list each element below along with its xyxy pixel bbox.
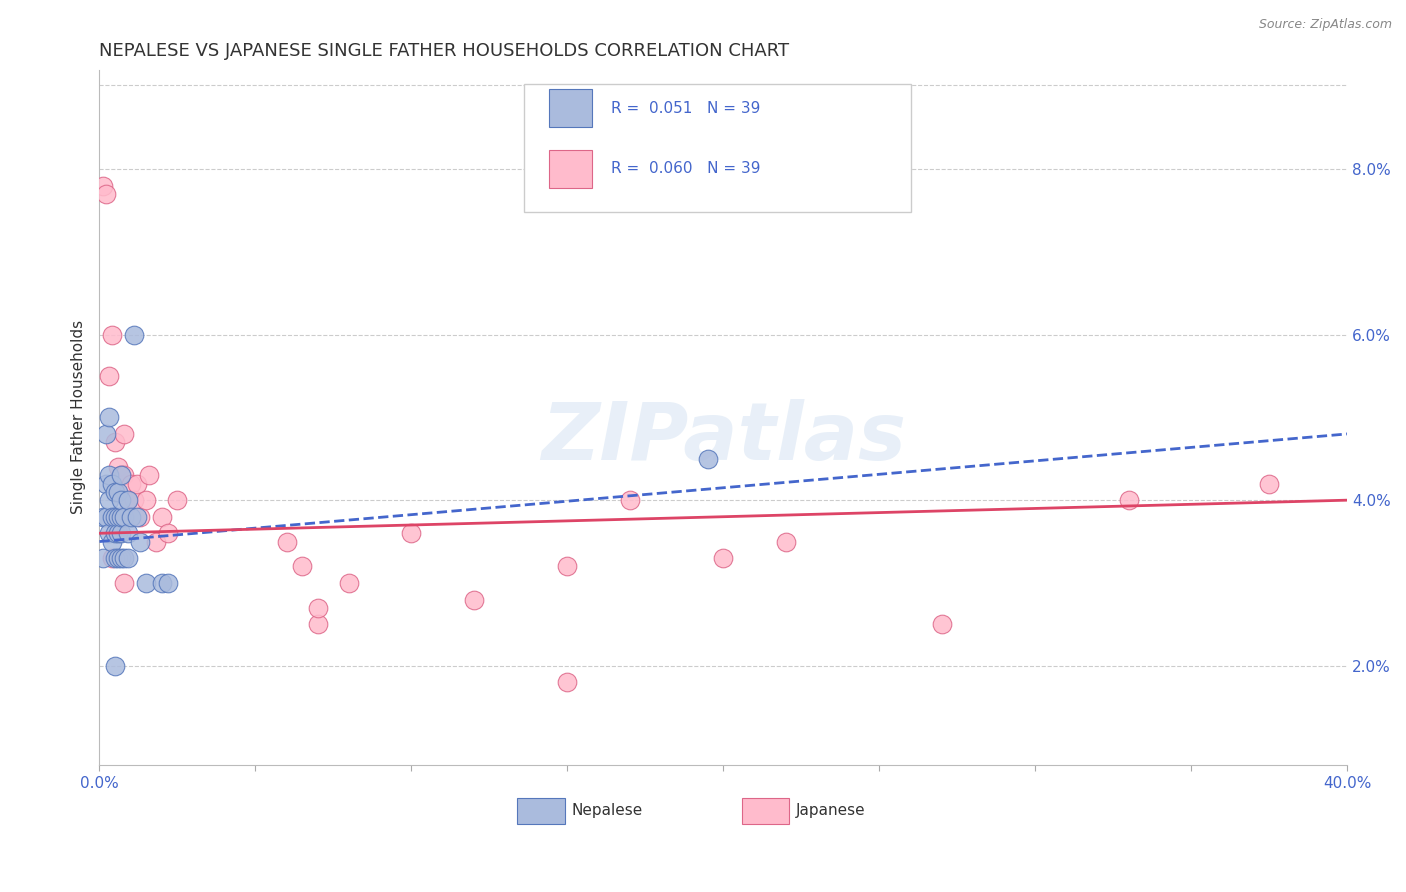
Point xyxy=(931,617,953,632)
Point xyxy=(101,327,124,342)
Point xyxy=(112,468,135,483)
Text: R =  0.051   N = 39: R = 0.051 N = 39 xyxy=(612,101,761,116)
Point xyxy=(101,509,124,524)
Point xyxy=(91,509,114,524)
Point xyxy=(94,509,117,524)
Point xyxy=(1258,476,1281,491)
Point xyxy=(112,551,135,566)
Point xyxy=(120,509,142,524)
Point xyxy=(401,526,423,541)
Point xyxy=(107,484,129,499)
Text: ZIPatlas: ZIPatlas xyxy=(541,400,905,477)
Point xyxy=(104,551,127,566)
Point xyxy=(145,534,167,549)
Text: Japanese: Japanese xyxy=(796,803,865,818)
Point xyxy=(337,576,360,591)
Point xyxy=(307,617,329,632)
Point xyxy=(150,509,173,524)
Point xyxy=(112,509,135,524)
FancyBboxPatch shape xyxy=(523,84,911,212)
Point xyxy=(557,675,579,690)
Point xyxy=(107,526,129,541)
Point xyxy=(307,600,329,615)
Point xyxy=(157,576,180,591)
Point xyxy=(125,476,148,491)
Point xyxy=(104,435,127,450)
Text: R =  0.060   N = 39: R = 0.060 N = 39 xyxy=(612,161,761,177)
Point xyxy=(110,509,132,524)
Point xyxy=(463,592,485,607)
Point xyxy=(120,476,142,491)
Point xyxy=(104,658,127,673)
Point xyxy=(107,551,129,566)
Point xyxy=(101,534,124,549)
Point xyxy=(711,551,734,566)
Point xyxy=(91,551,114,566)
Point xyxy=(619,493,641,508)
FancyBboxPatch shape xyxy=(548,150,592,188)
Y-axis label: Single Father Households: Single Father Households xyxy=(72,320,86,515)
Point xyxy=(129,534,152,549)
Point xyxy=(117,493,139,508)
Point xyxy=(276,534,298,549)
Point xyxy=(112,576,135,591)
Point xyxy=(97,493,120,508)
Point xyxy=(110,526,132,541)
Text: NEPALESE VS JAPANESE SINGLE FATHER HOUSEHOLDS CORRELATION CHART: NEPALESE VS JAPANESE SINGLE FATHER HOUSE… xyxy=(100,42,790,60)
Point xyxy=(138,468,160,483)
Point xyxy=(91,178,114,193)
Point xyxy=(97,410,120,425)
Point xyxy=(166,493,188,508)
Point xyxy=(107,509,129,524)
Text: Nepalese: Nepalese xyxy=(571,803,643,818)
Point xyxy=(101,476,124,491)
Point xyxy=(104,484,127,499)
Point xyxy=(125,509,148,524)
Point xyxy=(122,327,145,342)
Point xyxy=(291,559,314,574)
Point xyxy=(94,476,117,491)
Point xyxy=(117,526,139,541)
Point xyxy=(117,551,139,566)
Point xyxy=(1118,493,1140,508)
Point xyxy=(104,509,127,524)
Point xyxy=(104,526,127,541)
Point xyxy=(110,509,132,524)
Point xyxy=(157,526,180,541)
Point xyxy=(150,576,173,591)
FancyBboxPatch shape xyxy=(742,797,790,824)
Point xyxy=(101,551,124,566)
Point xyxy=(557,559,579,574)
Point xyxy=(110,468,132,483)
Point xyxy=(107,526,129,541)
FancyBboxPatch shape xyxy=(517,797,565,824)
Point xyxy=(775,534,797,549)
Point xyxy=(110,551,132,566)
Point xyxy=(135,576,157,591)
Text: Source: ZipAtlas.com: Source: ZipAtlas.com xyxy=(1258,18,1392,31)
Point xyxy=(110,468,132,483)
Point xyxy=(107,460,129,475)
Point xyxy=(129,509,152,524)
Point xyxy=(122,493,145,508)
FancyBboxPatch shape xyxy=(548,89,592,128)
Point xyxy=(112,426,135,441)
Point xyxy=(117,493,139,508)
Point xyxy=(97,368,120,383)
Point xyxy=(94,426,117,441)
Point xyxy=(97,468,120,483)
Point xyxy=(110,493,132,508)
Point xyxy=(135,493,157,508)
Point xyxy=(94,186,117,201)
Point xyxy=(696,451,718,466)
Point xyxy=(97,526,120,541)
